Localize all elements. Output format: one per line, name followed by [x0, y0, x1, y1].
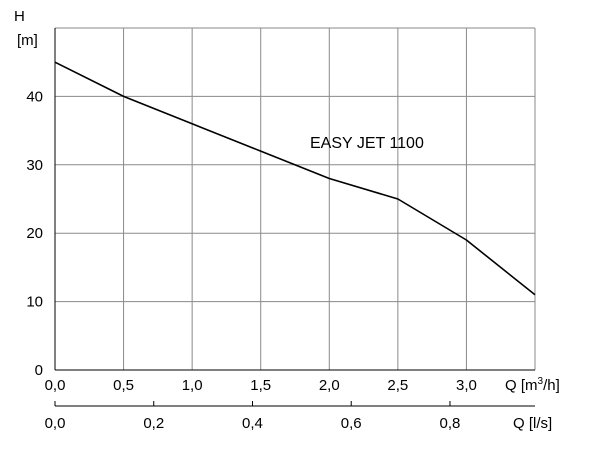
y-tick-label: 30	[26, 157, 43, 174]
grid	[54, 27, 536, 371]
series-line	[54, 61, 536, 296]
y-tick-label: 0	[35, 362, 43, 379]
x-axis-label-primary-post: /h]	[543, 377, 560, 394]
x-axis-label-primary-pre: Q [m	[505, 377, 538, 394]
x2-tick-label: 0,0	[45, 415, 66, 432]
x-tick-label: 0,5	[113, 377, 134, 394]
x-tick-label: 1,0	[182, 377, 203, 394]
y-tick-label: 10	[26, 294, 43, 311]
x2-tick-label: 0,4	[242, 415, 263, 432]
x-axis-label-secondary: Q [l/s]	[513, 415, 552, 432]
series-annotation: EASY JET 1100	[310, 135, 424, 152]
x2-tick-label: 0,6	[341, 415, 362, 432]
tick-labels: 0 10 20 30 40 0,0 0,5 1,0 1,5 2,0 2,5 3,0 0,0 0,2 0,4 0…	[26, 88, 477, 432]
series-group	[54, 61, 536, 296]
x-tick-label: 0,0	[45, 377, 66, 394]
x-axis-label-primary: Q [m3/h]	[505, 376, 560, 394]
y-axis-label-line2: [m]	[17, 32, 38, 49]
x2-tick-label: 0,8	[440, 415, 461, 432]
x-tick-label: 2,0	[319, 377, 340, 394]
y-axis-label-line1: H	[14, 8, 25, 25]
x-axis-label-primary-sup: 3	[538, 376, 544, 387]
x2-tick-label: 0,2	[143, 415, 164, 432]
y-tick-label: 20	[26, 225, 43, 242]
x-tick-label: 3,0	[456, 377, 477, 394]
x-tick-label: 1,5	[250, 377, 271, 394]
x-tick-label: 2,5	[387, 377, 408, 394]
axes	[54, 28, 535, 407]
y-tick-label: 40	[26, 88, 43, 105]
